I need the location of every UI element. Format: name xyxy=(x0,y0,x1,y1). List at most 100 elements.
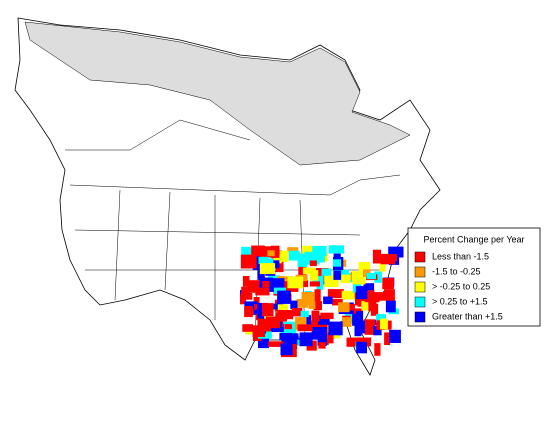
legend-swatch xyxy=(414,266,426,278)
legend-swatch xyxy=(414,311,426,323)
region xyxy=(313,301,322,311)
legend-title: Percent Change per Year xyxy=(423,234,524,244)
region xyxy=(280,343,293,356)
region xyxy=(328,321,343,336)
region xyxy=(314,315,330,326)
region xyxy=(299,332,313,347)
region xyxy=(355,286,368,300)
region xyxy=(374,343,381,356)
region xyxy=(295,317,307,330)
region xyxy=(361,301,369,311)
region xyxy=(341,274,351,284)
region xyxy=(268,341,284,347)
region xyxy=(346,303,355,311)
region xyxy=(259,263,276,275)
region xyxy=(323,296,333,305)
region xyxy=(311,310,320,322)
region xyxy=(284,324,292,330)
region xyxy=(388,246,404,258)
region xyxy=(328,245,344,254)
region xyxy=(301,292,315,306)
region xyxy=(366,272,376,280)
region xyxy=(382,277,394,290)
region xyxy=(358,262,371,273)
region xyxy=(327,279,339,287)
region xyxy=(279,333,292,341)
region xyxy=(384,332,391,345)
legend-label: > -0.25 to 0.25 xyxy=(432,281,490,291)
boundaries xyxy=(65,119,401,341)
region xyxy=(252,333,262,341)
region xyxy=(242,276,250,287)
region xyxy=(291,308,303,317)
region xyxy=(245,308,254,315)
legend-label: Less than -1.5 xyxy=(432,251,489,261)
region xyxy=(318,342,326,349)
region xyxy=(375,314,386,323)
region xyxy=(356,311,364,324)
region xyxy=(355,294,367,306)
region xyxy=(317,334,328,346)
region xyxy=(302,267,316,275)
region xyxy=(348,308,363,315)
region xyxy=(309,260,317,267)
region xyxy=(384,289,395,301)
region xyxy=(287,247,299,253)
region xyxy=(341,290,357,300)
region xyxy=(321,268,332,276)
legend-swatch xyxy=(414,281,426,293)
region xyxy=(298,263,307,276)
region xyxy=(312,275,324,286)
region xyxy=(242,247,254,258)
region xyxy=(372,249,381,264)
region xyxy=(270,245,280,258)
region xyxy=(241,286,250,293)
legend-swatch xyxy=(414,296,426,308)
region xyxy=(273,260,280,269)
region xyxy=(285,333,299,339)
region xyxy=(277,290,291,304)
region xyxy=(287,276,304,289)
region xyxy=(333,269,349,277)
region xyxy=(380,318,388,330)
region xyxy=(242,324,253,332)
region xyxy=(308,320,318,329)
region xyxy=(332,299,342,305)
region xyxy=(314,289,321,302)
region xyxy=(265,316,280,329)
legend-label: -1.5 to -0.25 xyxy=(432,266,481,276)
region xyxy=(240,254,257,269)
region xyxy=(281,280,289,294)
region xyxy=(304,315,312,329)
region xyxy=(279,250,289,262)
region xyxy=(352,313,359,326)
no-data-region xyxy=(24,21,411,166)
region xyxy=(385,300,396,313)
region xyxy=(255,286,270,296)
region xyxy=(297,324,313,332)
region xyxy=(368,297,377,312)
region xyxy=(333,270,342,280)
region xyxy=(251,245,265,257)
region xyxy=(364,329,376,335)
region xyxy=(240,293,253,300)
region xyxy=(258,334,269,349)
region xyxy=(290,300,298,310)
legend-label: Greater than +1.5 xyxy=(432,311,503,321)
region xyxy=(309,270,319,281)
region xyxy=(320,312,334,320)
region xyxy=(355,320,365,334)
region xyxy=(379,263,386,272)
region xyxy=(365,290,375,298)
region xyxy=(338,302,350,313)
region xyxy=(267,250,275,257)
legend-swatch xyxy=(414,251,426,263)
region xyxy=(346,337,354,347)
region xyxy=(297,253,308,267)
region xyxy=(277,310,294,320)
region xyxy=(311,327,328,340)
region xyxy=(332,259,341,267)
region xyxy=(383,254,397,262)
region xyxy=(252,261,262,270)
